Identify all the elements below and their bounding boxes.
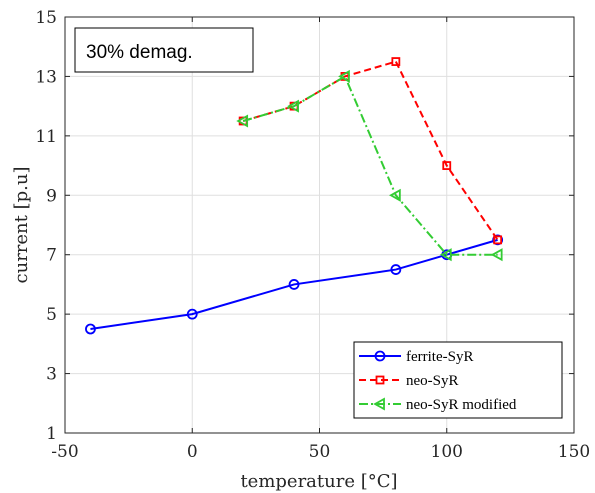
y-axis-label: current [p.u] xyxy=(11,167,32,284)
y-tick-label: 1 xyxy=(46,424,57,444)
y-tick-label: 15 xyxy=(35,8,57,28)
data-point xyxy=(338,69,350,83)
data-point xyxy=(493,235,503,245)
series-line xyxy=(90,238,498,330)
x-tick-label: -50 xyxy=(51,442,78,462)
legend-marker xyxy=(374,350,386,362)
y-tick-label: 11 xyxy=(35,127,57,147)
data-point xyxy=(287,99,299,113)
series-layer xyxy=(85,57,504,335)
data-point xyxy=(439,248,452,262)
y-tick-label: 9 xyxy=(46,186,57,206)
series-line xyxy=(242,74,498,256)
y-tick-label: 3 xyxy=(46,365,57,385)
data-point xyxy=(236,114,249,128)
legend-label: ferrite-SyR xyxy=(406,349,473,365)
plot-area-frame xyxy=(64,16,575,434)
data-point xyxy=(186,308,198,320)
series-neo-SyR xyxy=(238,57,503,245)
y-tick-label: 7 xyxy=(46,246,57,266)
x-tick-label: 0 xyxy=(187,442,198,462)
x-tick-label: 50 xyxy=(309,442,331,462)
data-point xyxy=(391,57,401,66)
data-point xyxy=(85,323,96,335)
x-tick-label: 150 xyxy=(558,442,590,462)
legend-label: neo-SyR modified xyxy=(406,397,517,413)
y-tick-label: 5 xyxy=(46,305,57,325)
data-point xyxy=(492,234,504,246)
legend-box xyxy=(353,341,563,419)
data-point xyxy=(388,188,401,202)
legend-entry: neo-SyR xyxy=(359,373,459,389)
data-point xyxy=(288,279,300,290)
data-point xyxy=(442,161,452,170)
legend: ferrite-SyR neo-SyR neo-SyR modified xyxy=(353,341,563,419)
data-point xyxy=(390,264,402,275)
legend-marker xyxy=(373,397,385,411)
series-ferrite-SyR xyxy=(85,234,504,335)
legend-entry: ferrite-SyR xyxy=(359,349,473,365)
x-tick-labels: -50 0 50 100 150 xyxy=(51,442,590,462)
legend-label: neo-SyR xyxy=(406,373,459,389)
legend-entry: neo-SyR modified xyxy=(359,397,517,413)
legend-marker xyxy=(375,375,385,385)
series-line xyxy=(242,60,499,241)
series-neo-SyR-modified xyxy=(236,69,503,262)
y-tick-label: 13 xyxy=(35,67,57,87)
annotation-box: 30% demag. xyxy=(74,27,254,73)
data-point xyxy=(490,248,503,262)
x-tick-label: 100 xyxy=(431,442,463,462)
annotation-text: 30% demag. xyxy=(86,42,193,63)
x-axis-label: temperature [°C] xyxy=(240,471,397,492)
